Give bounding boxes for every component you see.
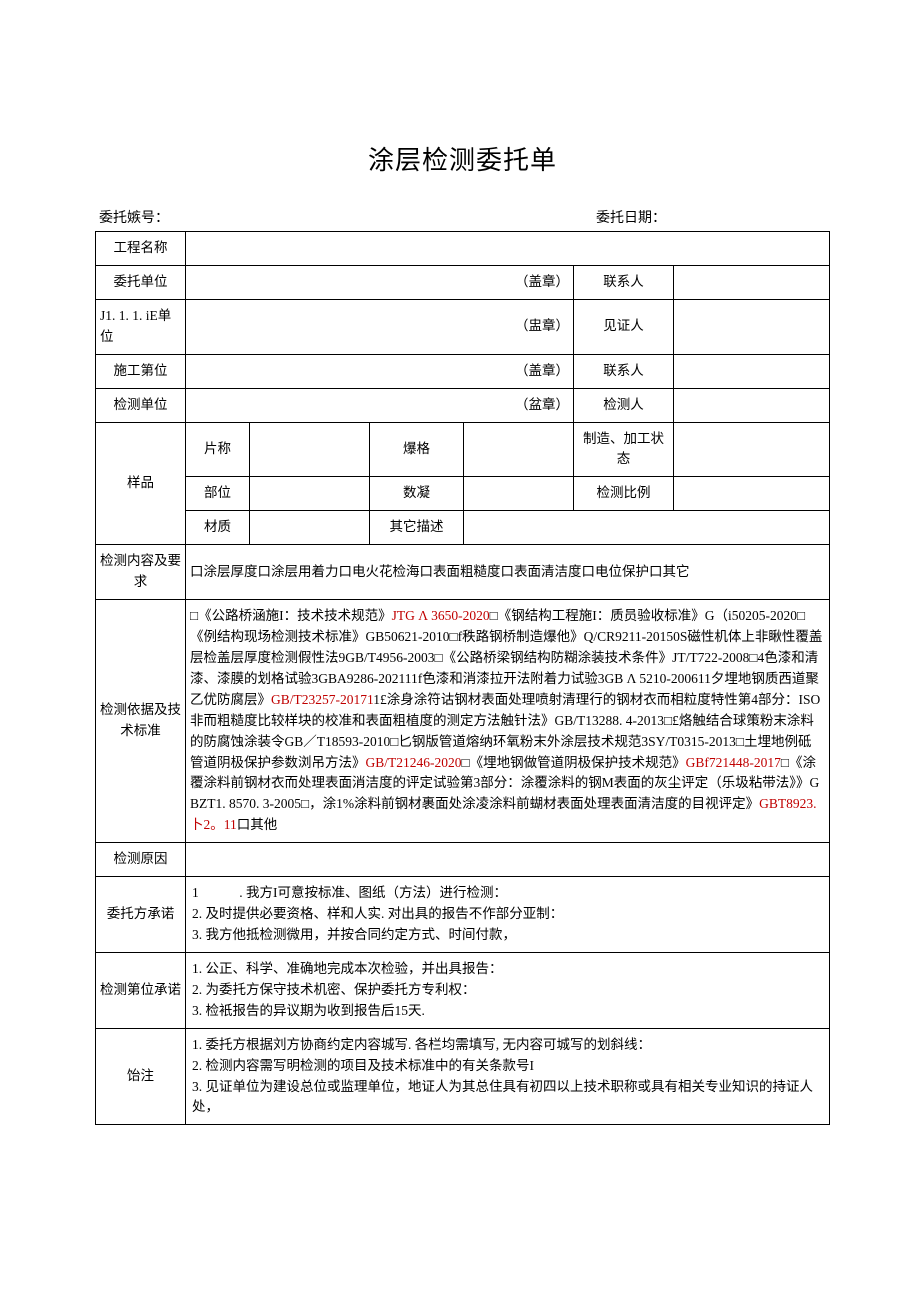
label-jl-unit: J1. 1. 1. iE单位 xyxy=(96,299,186,354)
field-test-unit[interactable]: （盆章） xyxy=(186,388,574,422)
promise-b-line3: 3. 检衹报告的异议期为收到报告后15天. xyxy=(192,1001,825,1022)
label-entrust-unit: 委托单位 xyxy=(96,265,186,299)
label-test-unit: 检测单位 xyxy=(96,388,186,422)
field-entrust-contact[interactable] xyxy=(674,265,830,299)
row-sample-2: 部位 数凝 检测比例 xyxy=(96,477,830,511)
header-row: 委托嫉号： 委托日期： xyxy=(95,207,830,231)
label-promise-b: 检测第位承诺 xyxy=(96,952,186,1028)
field-sample-ratio[interactable] xyxy=(674,477,830,511)
field-project[interactable] xyxy=(186,232,830,266)
row-construction-unit: 施工第位 （盖章） 联系人 xyxy=(96,354,830,388)
basis-seg4: □《埋地钢做管道阴极保护技术规范》 xyxy=(462,755,686,770)
label-sample-qty: 数凝 xyxy=(370,477,464,511)
label-sample-state: 制造、加工状态 xyxy=(574,422,674,477)
seal-test-unit: （盆章） xyxy=(515,397,569,412)
row-reason: 检测原因 xyxy=(96,843,830,877)
row-jl-unit: J1. 1. 1. iE单位 （盅章） 见证人 xyxy=(96,299,830,354)
field-content-req[interactable]: 口涂层厚度口涂层用着力口电火花检海口表面粗糙度口表面清洁度口电位保护口其它 xyxy=(186,545,830,600)
seal-entrust-unit: （盖章） xyxy=(515,274,569,289)
promise-a-line1: 1 . 我方I可意按标准、图纸（方法）进行检测： xyxy=(192,883,825,904)
label-project: 工程名称 xyxy=(96,232,186,266)
field-sample-other[interactable] xyxy=(464,511,830,545)
label-sample-material: 材质 xyxy=(186,511,250,545)
field-construction-unit[interactable]: （盖章） xyxy=(186,354,574,388)
label-sample-spec: 爆格 xyxy=(370,422,464,477)
field-tester[interactable] xyxy=(674,388,830,422)
field-remark: 1. 委托方根据刘方协商约定内容城写. 各栏均需填写, 无内容可城写的划斜线： … xyxy=(186,1028,830,1125)
seal-jl-unit: （盅章） xyxy=(515,318,569,333)
row-project: 工程名称 xyxy=(96,232,830,266)
label-content-req: 检测内容及要求 xyxy=(96,545,186,600)
label-sample-name: 片称 xyxy=(186,422,250,477)
basis-seg1r: JTG Λ 3650-2020 xyxy=(392,608,490,623)
row-test-unit: 检测单位 （盆章） 检测人 xyxy=(96,388,830,422)
row-sample-1: 样品 片称 爆格 制造、加工状态 xyxy=(96,422,830,477)
remark-line3: 3. 见证单位为建设总位或监理单位，地证人为其总住具有初四以上技术职称或具有相关… xyxy=(192,1077,825,1119)
row-sample-3: 材质 其它描述 xyxy=(96,511,830,545)
page: 涂层检测委托单 委托嫉号： 委托日期： 工程名称 委托单位 （盖章） 联系人 J… xyxy=(0,0,920,1185)
label-sample: 样品 xyxy=(96,422,186,545)
field-basis[interactable]: □《公路桥涵施I：技术技术规范》JTG Λ 3650-2020□《钢结构工程施I… xyxy=(186,600,830,843)
label-sample-ratio: 检测比例 xyxy=(574,477,674,511)
promise-b-line1: 1. 公正、科学、准确地完成本次检验，并出具报告： xyxy=(192,959,825,980)
basis-seg2r: GB/T23257-20171 xyxy=(271,692,373,707)
row-promise-b: 检测第位承诺 1. 公正、科学、准确地完成本次检验，并出具报告： 2. 为委托方… xyxy=(96,952,830,1028)
field-sample-material[interactable] xyxy=(250,511,370,545)
field-entrust-unit[interactable]: （盖章） xyxy=(186,265,574,299)
field-jl-unit[interactable]: （盅章） xyxy=(186,299,574,354)
label-remark: 饴注 xyxy=(96,1028,186,1125)
remark-line2: 2. 检测内容需写明检测的项目及技术标准中的有关条款号I xyxy=(192,1056,825,1077)
label-construction-unit: 施工第位 xyxy=(96,354,186,388)
basis-seg4r: GBf721448-2017 xyxy=(686,755,781,770)
row-promise-a: 委托方承诺 1 . 我方I可意按标准、图纸（方法）进行检测： 2. 及时提供必要… xyxy=(96,877,830,953)
label-sample-other: 其它描述 xyxy=(370,511,464,545)
remark-line1: 1. 委托方根据刘方协商约定内容城写. 各栏均需填写, 无内容可城写的划斜线： xyxy=(192,1035,825,1056)
label-tester: 检测人 xyxy=(574,388,674,422)
field-reason[interactable] xyxy=(186,843,830,877)
basis-seg1: □《公路桥涵施I：技术技术规范》 xyxy=(190,608,392,623)
field-sample-name[interactable] xyxy=(250,422,370,477)
field-promise-a: 1 . 我方I可意按标准、图纸（方法）进行检测： 2. 及时提供必要资格、样和人… xyxy=(186,877,830,953)
label-promise-a: 委托方承诺 xyxy=(96,877,186,953)
label-sample-part: 部位 xyxy=(186,477,250,511)
promise-b-line2: 2. 为委托方保守技术机密、保护委托方专利权： xyxy=(192,980,825,1001)
label-jl-witness: 见证人 xyxy=(574,299,674,354)
document-title: 涂层检测委托单 xyxy=(95,140,830,177)
label-reason: 检测原因 xyxy=(96,843,186,877)
field-sample-spec[interactable] xyxy=(464,422,574,477)
promise-a-line3: 3. 我方他抵检测微用，并按合同约定方式、时间付款， xyxy=(192,925,825,946)
field-jl-witness[interactable] xyxy=(674,299,830,354)
basis-seg3r: GB/T21246-2020 xyxy=(366,755,462,770)
field-promise-b: 1. 公正、科学、准确地完成本次检验，并出具报告： 2. 为委托方保守技术机密、… xyxy=(186,952,830,1028)
field-sample-qty[interactable] xyxy=(464,477,574,511)
promise-a-line2: 2. 及时提供必要资格、样和人实. 对出具的报告不作部分亚制： xyxy=(192,904,825,925)
row-basis: 检测依据及技术标准 □《公路桥涵施I：技术技术规范》JTG Λ 3650-202… xyxy=(96,600,830,843)
entrust-date-label: 委托日期： xyxy=(596,207,826,227)
label-construction-contact: 联系人 xyxy=(574,354,674,388)
row-content-req: 检测内容及要求 口涂层厚度口涂层用着力口电火花检海口表面粗糙度口表面清洁度口电位… xyxy=(96,545,830,600)
row-remark: 饴注 1. 委托方根据刘方协商约定内容城写. 各栏均需填写, 无内容可城写的划斜… xyxy=(96,1028,830,1125)
entrust-no-label: 委托嫉号： xyxy=(99,207,169,227)
field-sample-part[interactable] xyxy=(250,477,370,511)
field-construction-contact[interactable] xyxy=(674,354,830,388)
basis-seg6: 口其他 xyxy=(237,817,278,832)
field-sample-state[interactable] xyxy=(674,422,830,477)
seal-construction-unit: （盖章） xyxy=(515,363,569,378)
row-entrust-unit: 委托单位 （盖章） 联系人 xyxy=(96,265,830,299)
label-entrust-contact: 联系人 xyxy=(574,265,674,299)
label-basis: 检测依据及技术标准 xyxy=(96,600,186,843)
form-table: 工程名称 委托单位 （盖章） 联系人 J1. 1. 1. iE单位 （盅章） 见… xyxy=(95,231,830,1125)
